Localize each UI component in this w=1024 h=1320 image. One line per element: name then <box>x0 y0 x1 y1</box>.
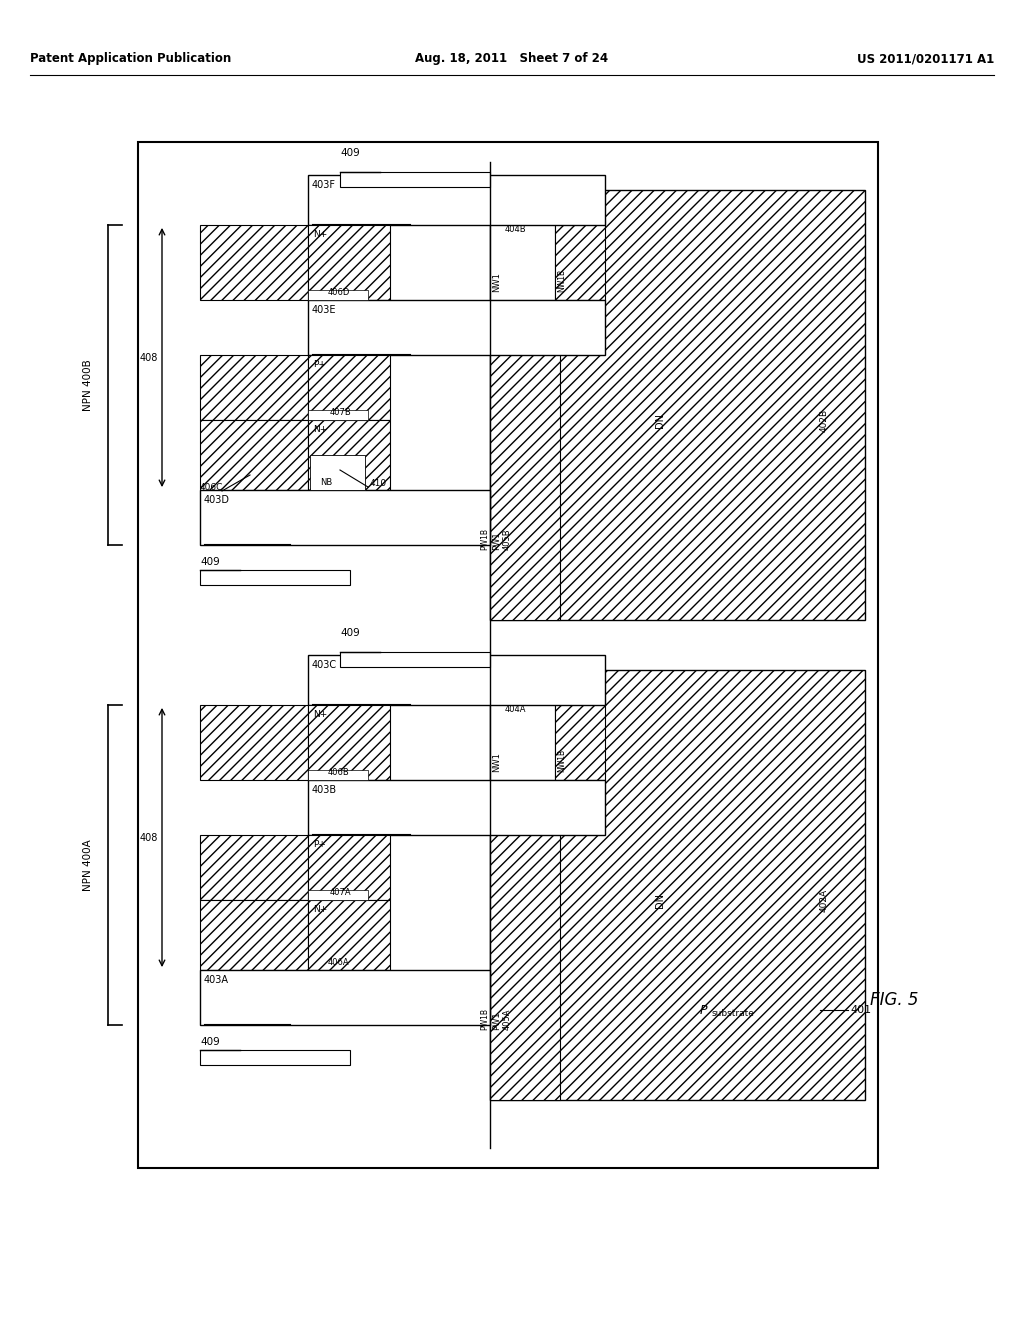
Bar <box>308 836 390 900</box>
Text: 404A: 404A <box>505 705 526 714</box>
Bar <box>490 700 555 780</box>
Text: N+: N+ <box>313 710 328 719</box>
Text: PW1B: PW1B <box>480 528 489 550</box>
Text: DN: DN <box>655 892 665 908</box>
Bar <box>308 355 390 420</box>
Text: 409: 409 <box>200 1038 220 1047</box>
Text: 403F: 403F <box>312 180 336 190</box>
Text: NW1B: NW1B <box>557 748 566 772</box>
Bar <box>200 705 308 780</box>
Text: NW1B: NW1B <box>557 269 566 292</box>
Text: 403D: 403D <box>204 495 230 506</box>
Bar <box>490 780 560 1100</box>
Text: NPN 400A: NPN 400A <box>83 840 93 891</box>
Text: P: P <box>700 1003 708 1016</box>
Text: 406B: 406B <box>328 768 350 777</box>
Bar <box>308 900 390 970</box>
Text: Patent Application Publication: Patent Application Publication <box>30 51 231 65</box>
Text: 402A: 402A <box>820 888 829 912</box>
Bar <box>555 700 605 780</box>
Text: DN: DN <box>655 412 665 428</box>
Text: 404B: 404B <box>505 224 526 234</box>
Bar <box>308 420 390 490</box>
Bar <box>308 780 605 836</box>
Text: N+: N+ <box>313 230 328 239</box>
Bar <box>308 411 368 420</box>
Text: 408: 408 <box>139 352 158 363</box>
Text: PW1B: PW1B <box>480 1008 489 1030</box>
Bar <box>308 890 368 900</box>
Bar <box>308 300 605 355</box>
Text: P+: P+ <box>313 840 326 849</box>
Bar <box>200 836 308 900</box>
Bar <box>310 455 365 490</box>
Bar <box>200 1049 350 1065</box>
Text: NB: NB <box>319 478 332 487</box>
Bar <box>490 220 555 300</box>
Bar <box>308 705 390 780</box>
Bar <box>200 224 308 300</box>
Bar <box>490 300 560 620</box>
Text: 406A: 406A <box>328 958 349 968</box>
Text: NPN 400B: NPN 400B <box>83 359 93 411</box>
Text: 405A: 405A <box>503 1008 512 1030</box>
Text: 406C: 406C <box>200 483 223 492</box>
Text: US 2011/0201171 A1: US 2011/0201171 A1 <box>857 51 994 65</box>
Text: 401: 401 <box>850 1005 871 1015</box>
Bar <box>200 490 490 545</box>
Bar <box>340 172 490 187</box>
Text: N+: N+ <box>313 425 328 434</box>
Bar <box>200 420 308 490</box>
Text: substrate: substrate <box>712 1010 755 1019</box>
Text: FIG. 5: FIG. 5 <box>870 991 919 1008</box>
Bar <box>490 671 865 1100</box>
Bar <box>200 570 350 585</box>
Bar <box>490 190 865 620</box>
Bar <box>200 355 308 420</box>
Text: 403E: 403E <box>312 305 337 315</box>
Bar <box>308 770 368 780</box>
Text: 409: 409 <box>340 628 359 638</box>
Text: 408: 408 <box>139 833 158 843</box>
Text: NW1: NW1 <box>492 752 501 772</box>
Text: 409: 409 <box>200 557 220 568</box>
Text: 407A: 407A <box>330 888 351 898</box>
Text: PW1: PW1 <box>492 532 501 550</box>
Text: 407B: 407B <box>330 408 352 417</box>
Bar <box>200 970 490 1026</box>
Bar <box>138 143 878 1168</box>
Text: 402B: 402B <box>820 408 829 432</box>
Text: 410: 410 <box>370 479 387 488</box>
Text: NW1: NW1 <box>492 272 501 292</box>
Bar <box>555 220 605 300</box>
Bar <box>308 290 368 300</box>
Text: 405B: 405B <box>503 528 512 550</box>
Text: 403C: 403C <box>312 660 337 671</box>
Text: 403A: 403A <box>204 975 229 985</box>
Bar <box>308 176 605 224</box>
Bar <box>340 652 490 667</box>
Text: 403B: 403B <box>312 785 337 795</box>
Text: PW1: PW1 <box>492 1011 501 1030</box>
Bar <box>200 900 308 970</box>
Text: 406D: 406D <box>328 288 350 297</box>
Bar <box>308 224 390 300</box>
Text: N+: N+ <box>313 906 328 913</box>
Text: Aug. 18, 2011   Sheet 7 of 24: Aug. 18, 2011 Sheet 7 of 24 <box>416 51 608 65</box>
Text: 409: 409 <box>340 148 359 158</box>
Bar <box>308 655 605 705</box>
Text: P+: P+ <box>313 360 326 370</box>
